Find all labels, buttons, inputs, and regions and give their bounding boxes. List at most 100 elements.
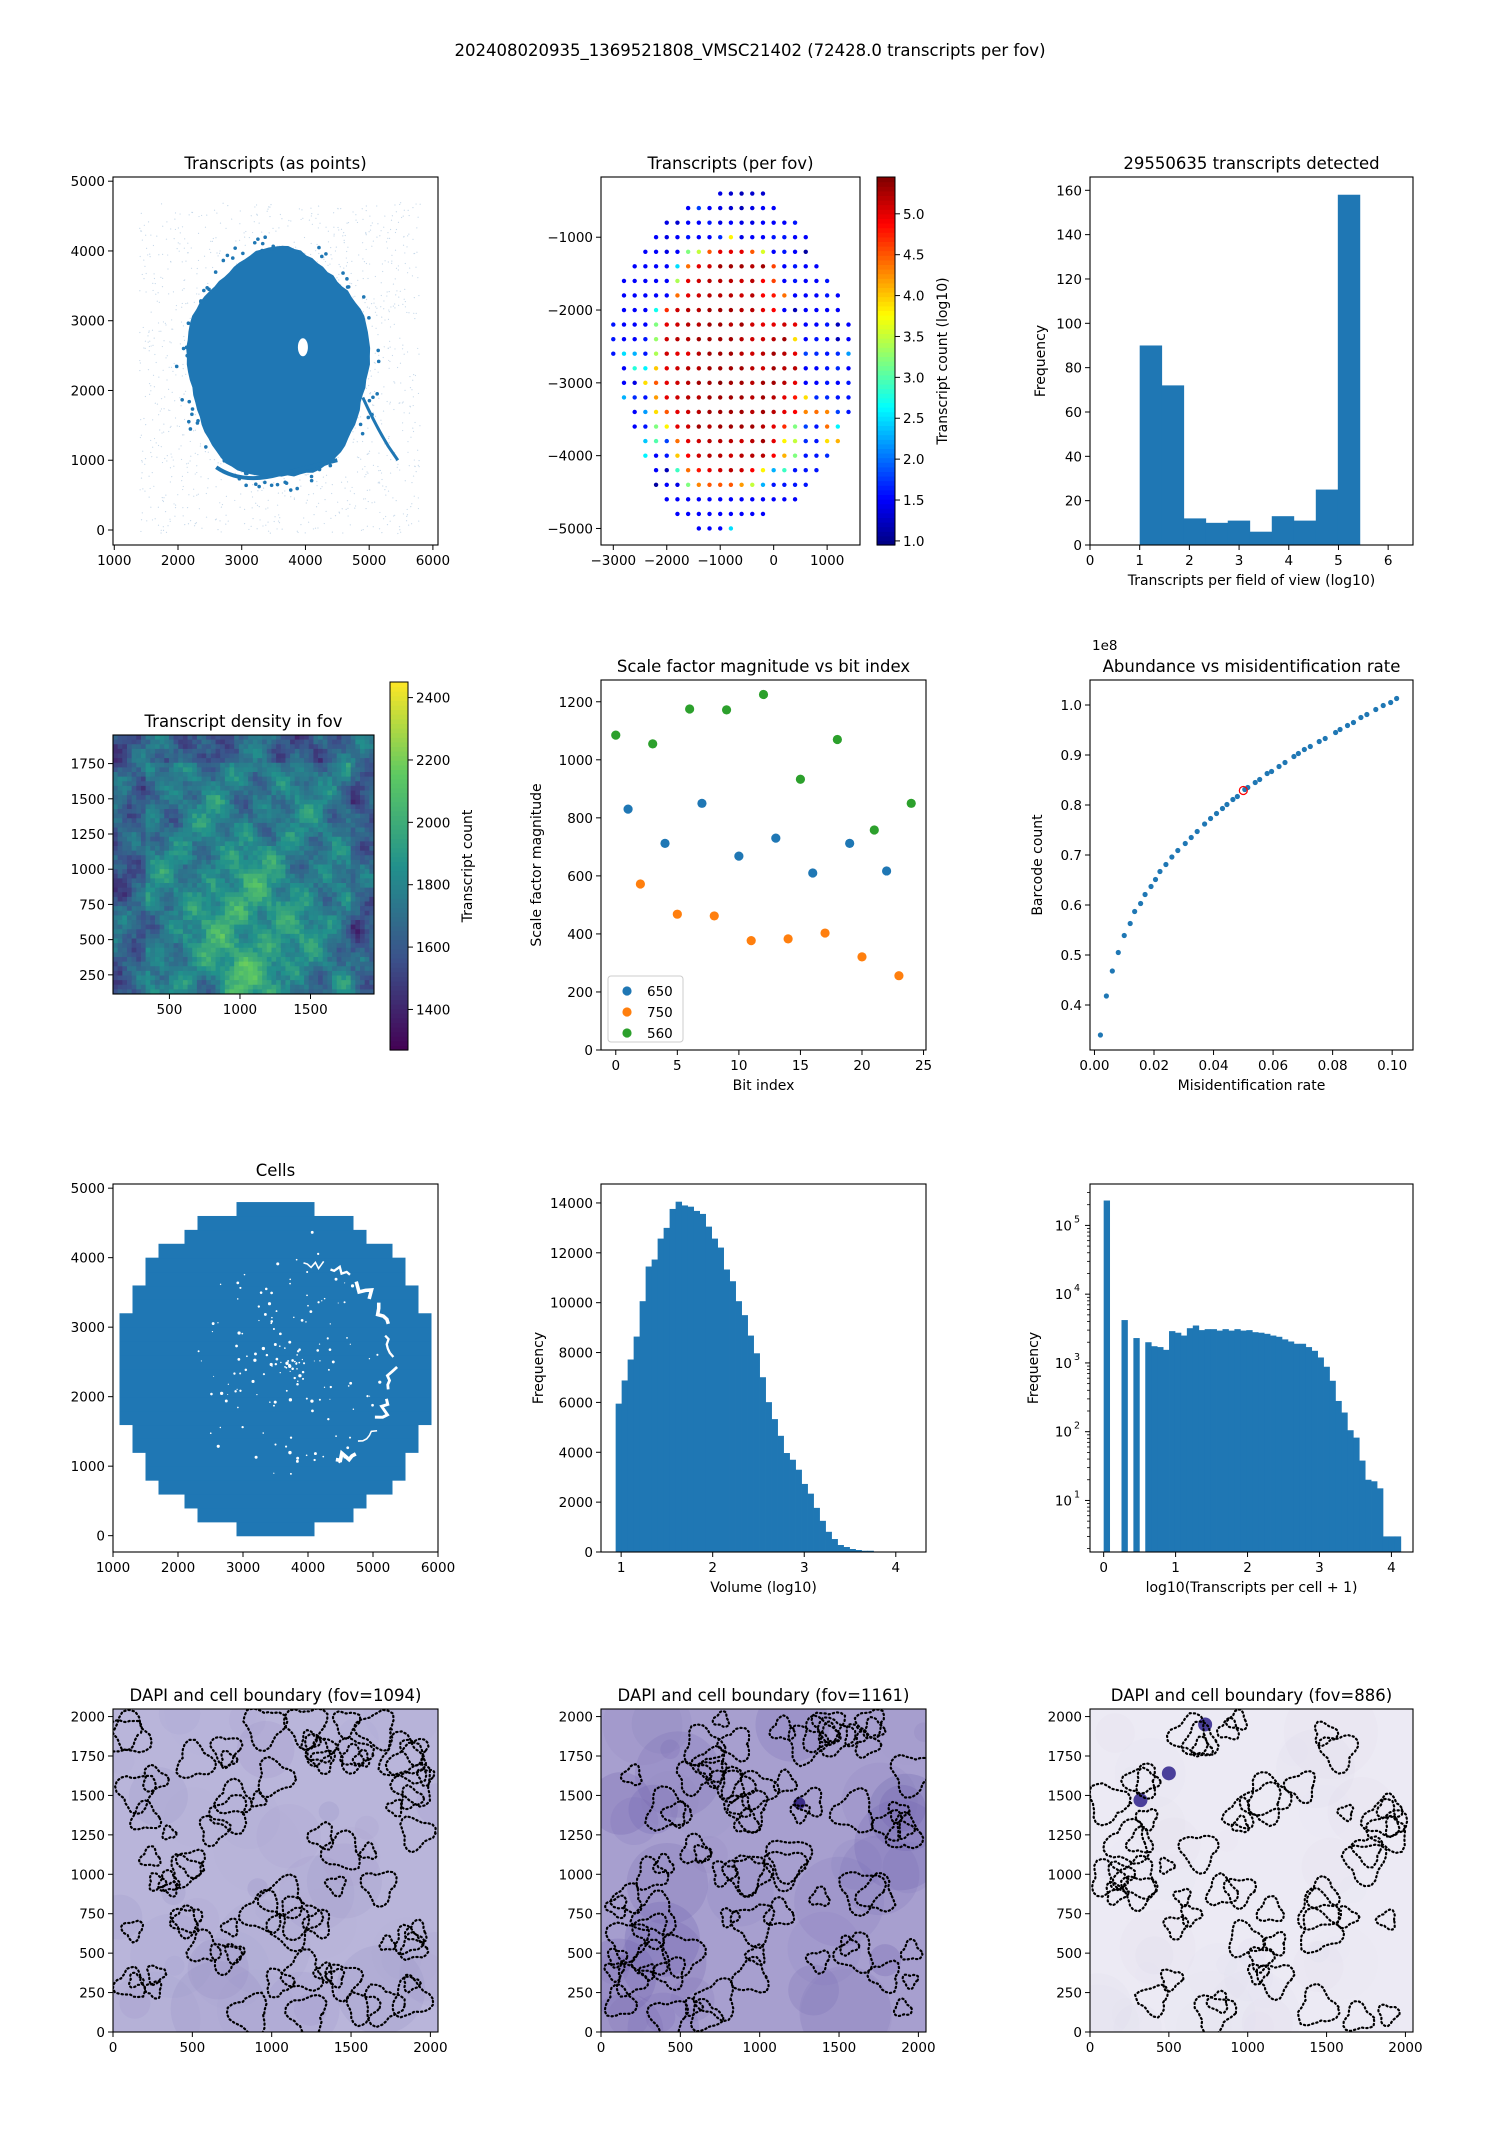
fov-point (728, 395, 734, 400)
transcript-point-faint (413, 297, 415, 299)
heatmap-cell (308, 744, 314, 750)
heatmap-cell (341, 915, 347, 921)
heatmap-cell (122, 739, 128, 745)
heatmap-cell (290, 772, 296, 778)
transcript-point-faint (361, 440, 364, 443)
heatmap-cell (299, 822, 305, 828)
heatmap-cell (150, 781, 156, 787)
heatmap-cell (131, 739, 137, 745)
heatmap-cell (304, 827, 310, 833)
heatmap-cell (266, 762, 272, 768)
heatmap-cell (238, 809, 244, 815)
heatmap-cell (206, 753, 212, 759)
transcript-point-faint (395, 228, 398, 231)
transcript-point-faint (157, 292, 159, 294)
fov-point (803, 293, 808, 298)
fov-point (760, 380, 766, 386)
transcript-point-faint (140, 519, 143, 521)
heatmap-cell (276, 804, 282, 810)
heatmap-cell (313, 933, 319, 939)
fov-point (782, 395, 787, 400)
transcript-point-faint (145, 424, 147, 426)
transcript-point-faint (377, 333, 379, 336)
heatmap-cell (243, 961, 249, 967)
heatmap-cell (140, 924, 147, 930)
heatmap-cell (276, 878, 282, 884)
heatmap-cell (168, 980, 174, 986)
transcript-point-faint (352, 431, 354, 433)
fov-point (824, 336, 830, 342)
heatmap-cell (252, 970, 258, 976)
heatmap-cell (308, 878, 314, 884)
heatmap-cell (304, 822, 310, 828)
heatmap-cell (304, 813, 310, 819)
heatmap-cell (117, 957, 123, 963)
fov-point (728, 220, 734, 225)
heatmap-cell (154, 966, 161, 972)
heatmap-cell (322, 859, 328, 865)
heatmap-cell (266, 929, 272, 935)
fov-point (760, 468, 766, 473)
heatmap-cell (178, 841, 184, 847)
heatmap-cell (318, 869, 324, 875)
heatmap-cell (327, 846, 333, 852)
heatmap-cell (192, 906, 198, 912)
y-tick-label: −5000 (547, 521, 593, 537)
transcript-point (190, 407, 195, 411)
transcript-point (263, 235, 267, 240)
heatmap-cell (332, 744, 338, 750)
heatmap-cell (136, 952, 142, 958)
heatmap-cell (201, 878, 207, 884)
heatmap-cell (159, 753, 165, 759)
heatmap-cell (252, 966, 258, 972)
heatmap-cell (346, 762, 352, 768)
heatmap-cell (187, 735, 193, 741)
heatmap-cell (346, 869, 352, 875)
heatmap-cell (201, 776, 207, 782)
heatmap-cell (154, 957, 161, 963)
heatmap-cell (201, 758, 207, 764)
heatmap-cell (164, 822, 170, 828)
heatmap-cell (196, 929, 202, 935)
heatmap-cell (220, 795, 226, 801)
heatmap-cell (285, 933, 291, 939)
heatmap-cell (159, 896, 165, 902)
heatmap-cell (117, 952, 123, 958)
transcript-point-faint (381, 478, 383, 481)
transcript-point-faint (185, 463, 188, 465)
heatmap-cell (257, 762, 263, 768)
transcript-point-faint (310, 215, 312, 217)
heatmap-cell (304, 929, 310, 935)
heatmap-cell (229, 827, 235, 833)
heatmap-cell (192, 850, 198, 856)
heatmap-cell (168, 906, 174, 912)
transcript-point-faint (161, 285, 164, 288)
heatmap-cell (192, 818, 198, 824)
transcript-point-faint (139, 362, 141, 364)
heatmap-cell (178, 836, 184, 842)
heatmap-cell (117, 915, 123, 921)
heatmap-cell (145, 887, 151, 893)
heatmap-cell (215, 735, 221, 741)
heatmap-cell (164, 790, 170, 796)
heatmap-cell (178, 892, 184, 898)
heatmap-cell (271, 827, 277, 833)
heatmap-cell (122, 744, 128, 750)
heatmap-cell (224, 975, 230, 981)
transcript-point (367, 398, 372, 403)
transcript-point (360, 431, 365, 436)
transcript-point-faint (381, 531, 383, 534)
figure-title: 202408020935_1369521808_VMSC21402 (72428… (454, 41, 1045, 61)
fov-point (707, 307, 712, 313)
heatmap-cell (350, 795, 356, 801)
heatmap-cell (276, 943, 282, 949)
heatmap-cell (126, 920, 133, 926)
heatmap-cell (126, 869, 133, 875)
transcript-point-faint (194, 523, 196, 525)
heatmap-cell (140, 748, 147, 754)
heatmap-cell (159, 970, 165, 976)
heatmap-cell (196, 735, 202, 741)
fov-point (814, 322, 819, 327)
heatmap-cell (262, 938, 268, 944)
heatmap-cell (182, 762, 188, 768)
